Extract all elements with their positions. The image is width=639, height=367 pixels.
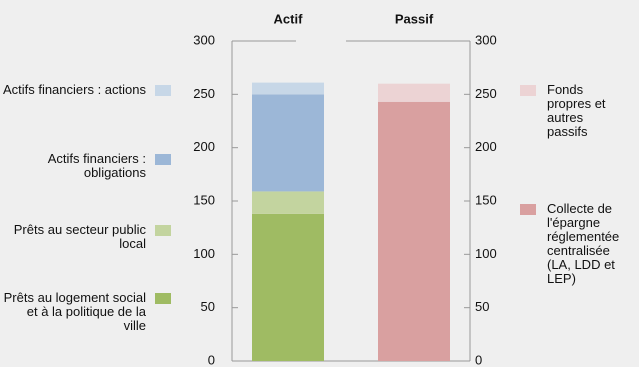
- bar-segment: [252, 213, 324, 361]
- legend-label: Prêts au secteur public local: [13, 222, 146, 251]
- y2-tick-label: 200: [475, 139, 497, 154]
- bar-segment: [378, 83, 450, 102]
- legend-label: Collecte de l'épargne réglementée centra…: [547, 201, 620, 286]
- category-label: Actif: [274, 11, 304, 26]
- bar-segment: [252, 82, 324, 95]
- legend-label: Actifs financiers : actions: [2, 82, 146, 97]
- y2-tick-label: 50: [475, 299, 489, 314]
- bar-segment: [378, 101, 450, 362]
- y2-tick-label: 0: [475, 352, 482, 367]
- legend-swatch: [155, 225, 171, 236]
- legend-swatch: [520, 204, 536, 215]
- legend-label: Actifs financiers : obligations: [47, 151, 146, 180]
- bar-segment: [252, 94, 324, 192]
- y-tick-label: 200: [193, 139, 215, 154]
- y-tick-label: 100: [193, 246, 215, 261]
- legend-label: Fonds propres et autres passifs: [547, 82, 606, 139]
- y-tick-label: 250: [193, 86, 215, 101]
- y2-tick-label: 300: [475, 32, 497, 47]
- y-tick-label: 50: [201, 299, 215, 314]
- y2-tick-label: 250: [475, 86, 497, 101]
- legend-label: Prêts au logement social et à la politiq…: [3, 290, 146, 333]
- y2-tick-label: 100: [475, 246, 497, 261]
- category-label: Passif: [395, 11, 434, 26]
- legend-swatch: [155, 85, 171, 96]
- legend-swatch: [155, 154, 171, 165]
- legend-swatch: [520, 85, 536, 96]
- bar-segment: [252, 191, 324, 214]
- y-tick-label: 300: [193, 32, 215, 47]
- legend-swatch: [155, 293, 171, 304]
- y-tick-label: 0: [208, 352, 215, 367]
- y-tick-label: 150: [193, 192, 215, 207]
- y2-tick-label: 150: [475, 192, 497, 207]
